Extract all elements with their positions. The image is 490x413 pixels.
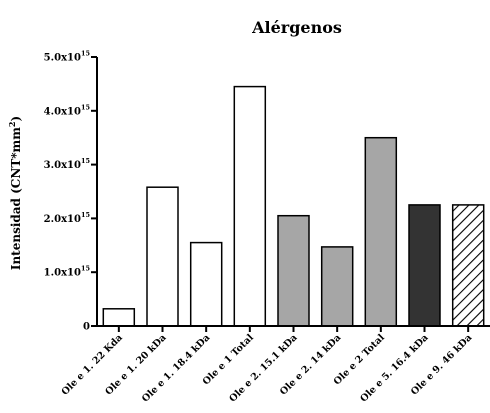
y-tick-label: 2.0x1015 — [44, 211, 91, 225]
bar-5 — [277, 214, 310, 327]
y-tick-label: 4.0x1015 — [44, 103, 91, 117]
bar-4 — [233, 85, 267, 327]
y-ticks-group: 0 1.0x1015 2.0x1015 3.0x1015 4.0x1015 5.0x101… — [44, 50, 97, 333]
bar-9 — [451, 204, 485, 327]
y-tick-label: 3.0x1015 — [44, 157, 91, 171]
chart-title: Alérgenos — [251, 18, 342, 37]
bar-7 — [364, 136, 398, 327]
y-tick-label: 1.0x1015 — [44, 265, 91, 279]
bar-1 — [102, 308, 136, 327]
y-tick-label: 5.0x1015 — [44, 50, 91, 64]
y-tick-label: 0 — [83, 322, 90, 333]
bar-8 — [408, 204, 441, 327]
y-axis-label: Intensidad (CNT*mm2) — [7, 116, 23, 270]
bar-2 — [146, 186, 179, 327]
bar-3 — [189, 241, 223, 327]
bars-group — [102, 85, 485, 327]
bar-6 — [320, 246, 354, 327]
